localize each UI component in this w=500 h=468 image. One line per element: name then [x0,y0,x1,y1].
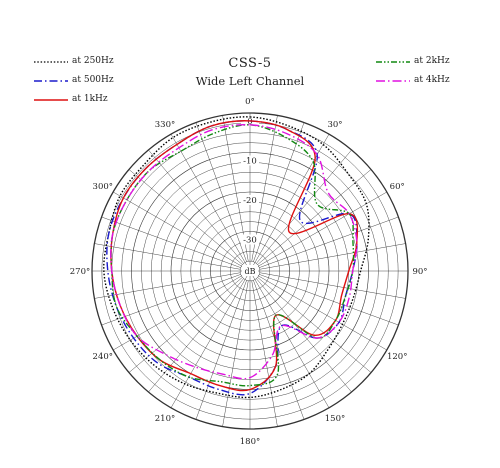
grid-spoke [259,216,399,268]
grid-spoke [249,134,330,272]
angle-label: 180° [240,437,260,447]
angle-label: 240° [93,352,113,362]
legend-swatch-2khz [376,61,410,63]
legend-swatch-250hz [34,61,68,63]
legend-swatch-1khz [34,99,68,101]
grid-spoke [249,270,387,351]
legend-label-250hz: at 250Hz [72,56,114,66]
angle-label: 90° [412,267,427,277]
grid-spoke [195,280,247,420]
radial-tick-label: 0 [247,117,252,127]
grid-spoke [253,122,305,262]
chart-subtitle: Wide Left Channel [195,74,305,88]
grid-spoke [170,134,251,272]
grid-spoke [195,122,247,262]
grid-spoke [101,216,241,268]
grid-spoke [256,149,352,264]
angle-label: 0° [245,97,255,107]
series-line-at-4khz [110,124,358,380]
angle-label: 30° [327,120,342,130]
radial-tick-label: -20 [243,196,257,206]
grid-spoke [259,274,399,326]
radial-tick-bg [241,155,259,166]
legend-label-4khz: at 4kHz [414,75,450,85]
grid-spoke [257,169,372,265]
radial-unit-label: dB [245,267,256,276]
grid-spoke [94,243,241,270]
series-line-at-250hz [103,116,370,399]
grid-spoke [251,280,278,427]
legend-label-2khz: at 2kHz [414,56,450,66]
angle-label: 150° [325,414,345,424]
grid-spoke [128,277,243,373]
grid-spoke [249,191,387,272]
angle-label: 330° [155,120,175,130]
legend-swatch-500hz [34,80,68,82]
grid-spoke [259,272,406,299]
radial-tick-label: -10 [243,157,257,167]
grid-spoke [222,280,249,427]
grid-spoke [113,270,251,351]
grid-spoke [148,149,244,264]
legend-label-1khz: at 1kHz [72,94,108,104]
angle-label: 270° [70,267,90,277]
grid-spoke [170,270,251,408]
angle-label: 120° [387,352,407,362]
grid-spoke [113,191,251,272]
grid-spoke [257,277,372,373]
grid-spoke [94,272,241,299]
series-line-at-1khz [110,120,359,392]
unit-label-bg [242,265,258,276]
grid-spoke [128,169,243,265]
polar-grid [91,112,409,430]
angle-label: 210° [155,414,175,424]
grid-spoke [259,243,406,270]
grid-spoke [253,280,305,420]
grid-spoke [256,278,352,393]
radial-tick-bg [241,195,259,205]
legend-label-500hz: at 500Hz [72,75,114,85]
radial-tick-bg [241,234,259,245]
radial-tick-label: -30 [243,236,257,246]
chart-title: CSS-5 [228,56,272,71]
grid-spoke [249,270,330,408]
angle-label: 60° [390,182,405,192]
legend-swatch-4khz [376,80,410,82]
angle-label: 300° [93,182,113,192]
